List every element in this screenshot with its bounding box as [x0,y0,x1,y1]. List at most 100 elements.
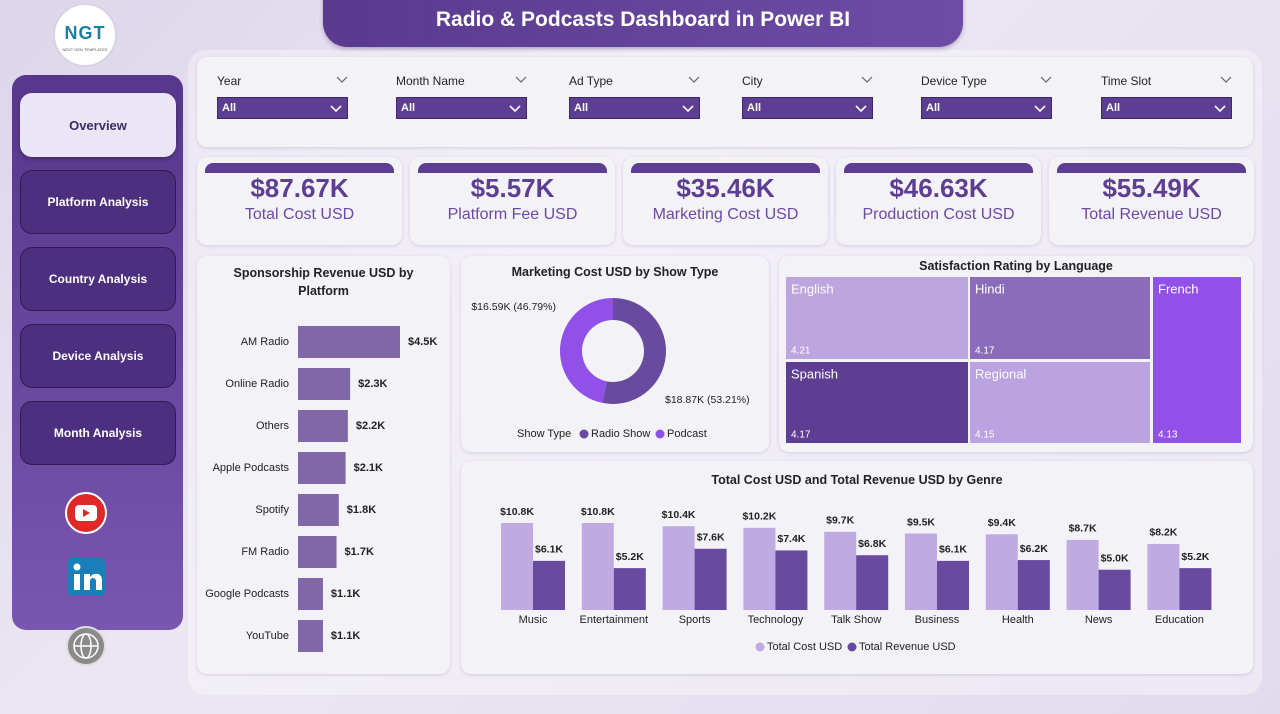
filter-dropdown[interactable]: All [742,97,873,119]
chevron [1034,105,1046,113]
logo-text: NGT [64,23,106,43]
nav-button[interactable]: Country Analysis [20,247,176,311]
nav-button[interactable]: Platform Analysis [20,170,176,234]
chart-panel: Marketing Cost USD by Show Type $18.87K (… [461,256,769,452]
category-label: Music [519,614,548,626]
donut-slice [602,298,666,404]
kpi-label: Total Revenue USD [1081,206,1222,223]
dropdown-chevron [855,105,867,113]
nav-button[interactable]: Device Analysis [20,324,176,388]
filter-dropdown[interactable]: All [1101,97,1232,119]
chevron [682,105,694,113]
kpi-accent [631,163,820,173]
dropdown-chevron [330,105,342,113]
chart-title: Marketing Cost USD by Show Type [511,265,719,279]
bar [1179,568,1212,610]
chart-title: Sponsorship Revenue USD by Platform [233,266,414,298]
kpi-label: Production Cost USD [862,206,1015,223]
value-label: $1.1K [331,588,360,600]
filter-panel: Year All Month Name All Ad Type All City All Dev… [197,57,1253,147]
bar [298,494,339,526]
nav-button[interactable]: Overview [20,93,176,157]
chevron [855,105,867,113]
cell-value: 4.17 [791,430,811,441]
dropdown-chevron [509,105,521,113]
cell-label: French [1158,281,1198,296]
value-label: $9.7K [826,515,854,527]
filter-dropdown[interactable]: All [396,97,527,119]
legend-label: Radio Show [591,428,650,440]
filter-dropdown[interactable]: All [569,97,700,119]
chart: $18.87K (53.21%) $16.59K (46.79%) Show Typ… [471,298,750,440]
chart-panel: Total Cost USD and Total Revenue USD by … [461,461,1253,674]
filter-value: All [747,102,762,114]
linkedin-icon[interactable] [67,558,105,596]
bar [298,410,348,442]
cell-value: 4.15 [975,430,995,441]
chevron [336,76,348,83]
dropdown-chevron [1034,105,1046,113]
bar [298,452,346,484]
website-icon[interactable] [66,626,106,666]
kpi-label: Marketing Cost USD [652,206,799,223]
bar [694,548,727,610]
header-banner: Radio & Podcasts Dashboard in Power BI [323,0,963,47]
value-label: $1.8K [347,504,376,516]
filter-label: City [742,74,763,88]
value-label: $10.2K [742,511,776,523]
value-label: $8.7K [1069,523,1097,535]
filter-collapse-icon[interactable] [688,76,700,84]
legend-label: Total Cost USD [767,641,842,653]
filter-collapse-icon[interactable] [1220,76,1232,84]
kpi-value: $35.46K [676,173,775,203]
kpi-value: $87.67K [250,173,349,203]
bar [775,550,808,610]
kpi-accent [205,163,394,173]
chart: Music $10.8K $6.1K Entertainment $10.8K $5.2K… [500,506,1212,653]
header-title: Radio & Podcasts Dashboard in Power BI [435,8,851,31]
cell-label: English [791,281,834,296]
legend-swatch [655,429,665,439]
value-label: $5.2K [616,551,644,563]
bar [1098,569,1131,610]
category-label: Spotify [255,504,289,516]
chevron [1214,105,1226,113]
kpi-card: $5.57K Platform Fee USD [410,157,615,245]
filter-collapse-icon[interactable] [515,76,527,84]
filter-dropdown[interactable]: All [217,97,348,119]
kpi-card: $87.67K Total Cost USD [197,157,402,245]
youtube-icon[interactable] [65,492,107,534]
filter-collapse-icon[interactable] [1040,76,1052,84]
kpi-label: Total Cost USD [244,206,355,223]
value-label: $10.8K [581,506,615,518]
filter-value: All [926,102,941,114]
filter-dropdown[interactable]: All [921,97,1052,119]
bar [856,555,889,610]
bar [824,531,857,610]
treemap-cell [786,277,968,359]
value-label: $6.1K [939,544,967,556]
donut-slice [560,298,613,403]
value-label: $1.7K [345,546,374,558]
chart-title: Total Cost USD and Total Revenue USD by … [711,473,1003,487]
bar [1066,539,1099,610]
filter-label: Ad Type [569,74,613,88]
category-label: Sports [679,614,711,626]
bar [298,368,351,400]
bar [298,578,323,610]
filter-collapse-icon[interactable] [336,76,348,84]
bar [533,560,565,610]
nav-button[interactable]: Month Analysis [20,401,176,465]
chart: AM Radio $4.5K Online Radio $2.3K Others $2.2… [205,326,437,652]
legend-label: Podcast [667,428,707,440]
category-label: Technology [748,614,804,626]
bar [298,326,400,358]
filter-collapse-icon[interactable] [861,76,873,84]
value-label: $10.4K [662,509,696,521]
chart-panel: Sponsorship Revenue USD by Platform AM Ra… [197,256,450,674]
nav-panel: Overview Platform Analysis Country Analysi… [12,75,183,630]
category-label: Google Podcasts [205,588,289,600]
category-label: Entertainment [580,614,648,626]
chevron [509,105,521,113]
slice-label: $18.87K (53.21%) [665,394,750,406]
